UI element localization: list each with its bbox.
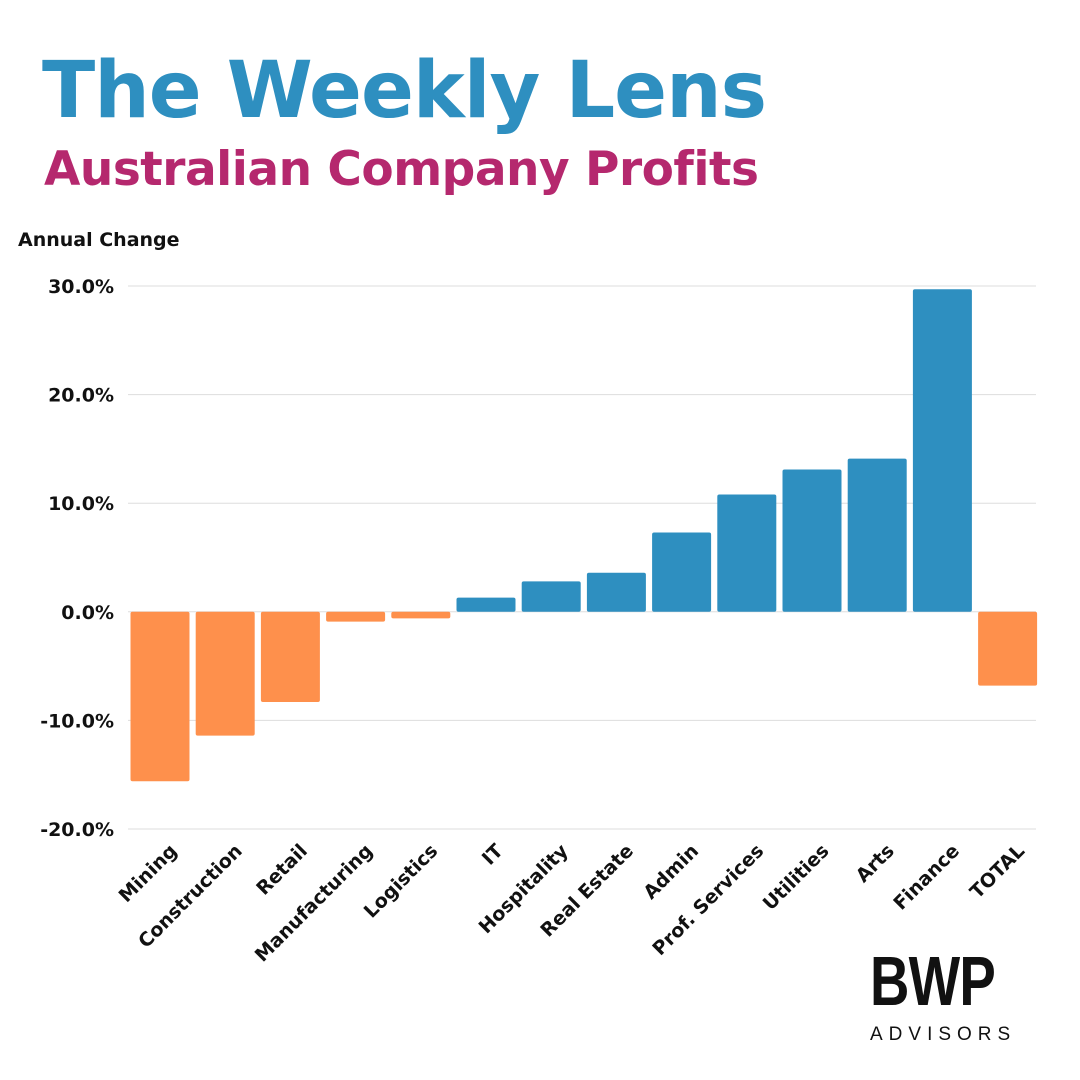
y-tick-label: -10.0% xyxy=(40,710,114,732)
bar-real-estate xyxy=(586,572,646,612)
y-tick-label: 30.0% xyxy=(48,276,114,298)
page-title: The Weekly Lens xyxy=(42,46,767,136)
x-tick-label: IT xyxy=(478,840,508,870)
y-tick-label: -20.0% xyxy=(40,819,114,841)
y-tick-label: 20.0% xyxy=(48,385,114,407)
y-tick-label: 0.0% xyxy=(61,602,114,624)
page-subtitle: Australian Company Profits xyxy=(44,142,759,197)
brand-tagline: ADVISORS xyxy=(870,1024,1017,1045)
x-tick-label: Arts xyxy=(852,840,899,887)
x-tick-label: Retail xyxy=(252,840,312,900)
x-tick-label: Mining xyxy=(115,840,182,907)
x-tick-label: Manufacturing xyxy=(251,840,377,966)
bar-logistics xyxy=(391,611,451,619)
grid-lines xyxy=(128,285,1036,830)
bar-hospitality xyxy=(521,581,581,612)
bar-admin xyxy=(652,532,712,612)
x-tick-label: Utilities xyxy=(759,840,834,915)
bar-mining xyxy=(130,611,190,782)
y-axis-label: Annual Change xyxy=(18,229,180,251)
bar-utilities xyxy=(782,469,842,612)
bar-total xyxy=(978,611,1038,686)
y-tick-label: 10.0% xyxy=(48,493,114,515)
bar-arts xyxy=(847,458,907,612)
x-tick-label: Finance xyxy=(889,840,964,915)
brand-name: BWP xyxy=(870,942,996,1020)
bar-finance xyxy=(912,289,972,612)
y-axis-ticks: 30.0% 20.0% 10.0% 0.0% -10.0% -20.0% xyxy=(40,276,114,841)
bar-manufacturing xyxy=(326,611,386,622)
brand-logo: BWP ADVISORS xyxy=(870,946,1020,1046)
x-tick-label: TOTAL xyxy=(966,840,1029,903)
bar-prof-services xyxy=(717,494,777,612)
bars xyxy=(130,289,1038,782)
bar-retail xyxy=(260,611,320,702)
x-tick-label: Admin xyxy=(639,840,703,904)
bar-construction xyxy=(195,611,255,736)
bar-it xyxy=(456,597,516,612)
x-tick-label: Prof. Services xyxy=(648,840,768,960)
